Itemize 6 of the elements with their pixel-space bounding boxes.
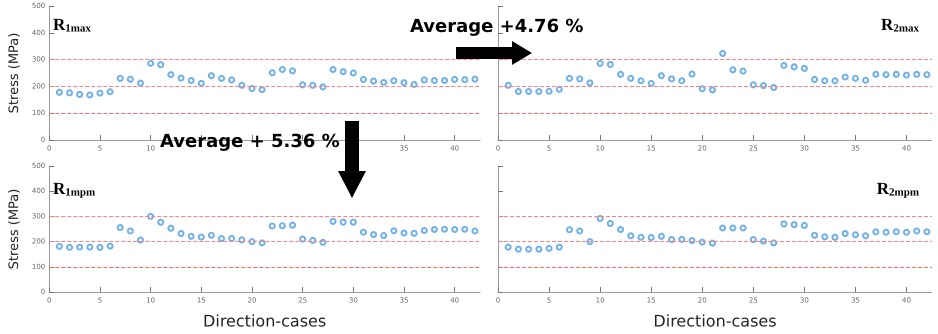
- x-axis-title: Direction-cases: [653, 312, 777, 330]
- y-axis-title: Stress (MPa): [7, 32, 22, 114]
- x-axis-title: Direction-cases: [203, 312, 326, 330]
- annotation: Average + 5.36 %: [160, 131, 340, 152]
- annotation: Average +4.76 %: [410, 16, 584, 37]
- y-axis-title: Stress (MPa): [7, 188, 22, 270]
